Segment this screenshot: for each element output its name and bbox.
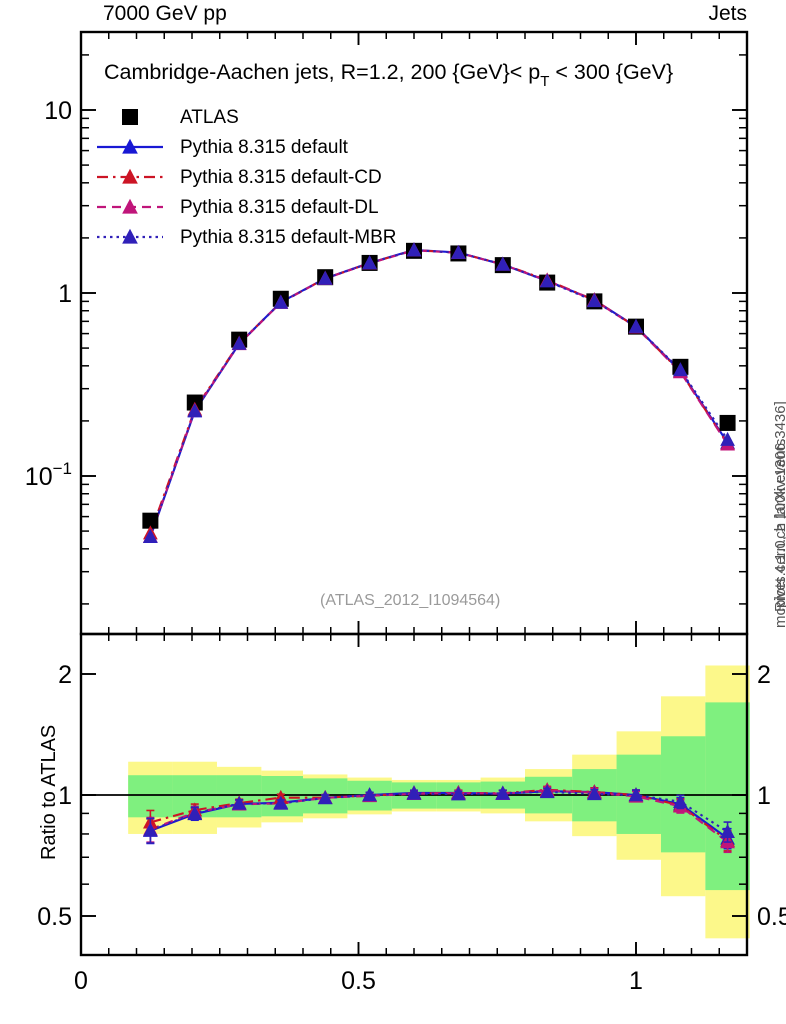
ratio-y-tick-label-left: 0.5	[37, 903, 72, 931]
data-marker-triangle	[495, 785, 511, 800]
x-tick-label: 0	[74, 967, 88, 995]
x-tick-label: 0.5	[341, 967, 376, 995]
data-marker-square	[719, 414, 736, 431]
legend-label: Pythia 8.315 default-DL	[180, 197, 379, 218]
data-marker-triangle	[495, 256, 511, 271]
ratio-y-tick-label-left: 1	[58, 782, 72, 810]
ratio-series-group	[143, 782, 735, 854]
ratio-y-tick-label-right: 0.5	[757, 903, 786, 931]
data-marker-triangle	[451, 244, 466, 259]
x-tick-label: 1	[629, 967, 643, 995]
main-y-tick-label: 1	[58, 280, 72, 308]
main-y-tick-labels: 10 1 10−1	[25, 97, 72, 491]
data-marker-triangle	[122, 168, 138, 184]
ratio-y-tick-label-right: 1	[757, 782, 771, 810]
data-marker-triangle	[187, 403, 203, 418]
data-marker-triangle	[122, 228, 138, 244]
data-marker-triangle	[143, 528, 158, 543]
data-marker-triangle	[451, 786, 466, 801]
main-series-group	[142, 242, 736, 544]
data-marker-triangle	[317, 270, 333, 285]
main-plot-panel: Cambridge-Aachen jets, R=1.2, 200 {GeV}<…	[25, 30, 749, 636]
data-marker-triangle	[673, 362, 688, 377]
analysis-watermark: (ATLAS_2012_I1094564)	[320, 592, 500, 609]
main-y-tick-label: 10	[44, 97, 72, 125]
data-marker-triangle	[273, 795, 289, 810]
data-marker-triangle	[362, 255, 377, 270]
data-marker-triangle	[143, 822, 158, 837]
ratio-series-line	[150, 790, 729, 833]
ratio-y-tick-label-right: 2	[757, 661, 771, 689]
series-line	[149, 248, 729, 538]
data-marker-triangle	[187, 805, 203, 820]
data-marker-triangle	[406, 242, 422, 257]
main-axis-ticks	[81, 32, 747, 634]
header-right-label: Jets	[708, 2, 747, 25]
data-marker-triangle	[587, 786, 602, 801]
data-marker-triangle	[231, 795, 247, 810]
data-marker-triangle	[122, 138, 138, 154]
data-marker-triangle	[720, 431, 735, 446]
data-marker-triangle	[317, 790, 333, 805]
data-marker-triangle	[122, 198, 138, 214]
legend-label: Pythia 8.315 default-MBR	[180, 227, 397, 248]
ratio-y-tick-label-left: 2	[58, 661, 72, 689]
main-y-tick-label: 10−1	[25, 459, 72, 491]
data-marker-triangle	[231, 335, 247, 350]
plot-title: Cambridge-Aachen jets, R=1.2, 200 {GeV}<…	[104, 60, 673, 90]
series-line	[149, 249, 729, 537]
legend-label: ATLAS	[180, 107, 239, 128]
ratio-x-tick-labels: 0 0.5 1	[74, 967, 643, 995]
data-marker-triangle	[628, 787, 644, 802]
series-line	[149, 249, 729, 538]
header-left-label: 7000 GeV pp	[103, 2, 227, 25]
ratio-y-tick-labels: 2 2 1 1 0.5 0.5	[37, 661, 786, 931]
data-marker-square	[122, 109, 138, 125]
data-marker-triangle	[273, 294, 289, 309]
data-marker-triangle	[406, 785, 422, 800]
data-marker-triangle	[673, 794, 688, 808]
data-marker-triangle	[539, 273, 555, 288]
data-marker-triangle	[587, 293, 602, 308]
data-marker-triangle	[720, 824, 735, 838]
data-marker-triangle	[539, 784, 555, 799]
legend-label: Pythia 8.315 default-CD	[180, 167, 382, 188]
uncertainty-band-inner	[705, 702, 750, 891]
ratio-plot-panel: 2 21 10.5 0.5 0 0.5 1	[37, 632, 786, 995]
legend: ATLAS Pythia 8.315 default Pythia 8.315 de…	[97, 107, 397, 248]
data-marker-triangle	[362, 787, 377, 802]
legend-label: Pythia 8.315 default	[180, 137, 349, 158]
series-line	[149, 249, 729, 534]
ratio-plot-frame	[79, 632, 749, 957]
data-marker-triangle	[628, 318, 644, 333]
data-marker-square	[142, 512, 159, 529]
